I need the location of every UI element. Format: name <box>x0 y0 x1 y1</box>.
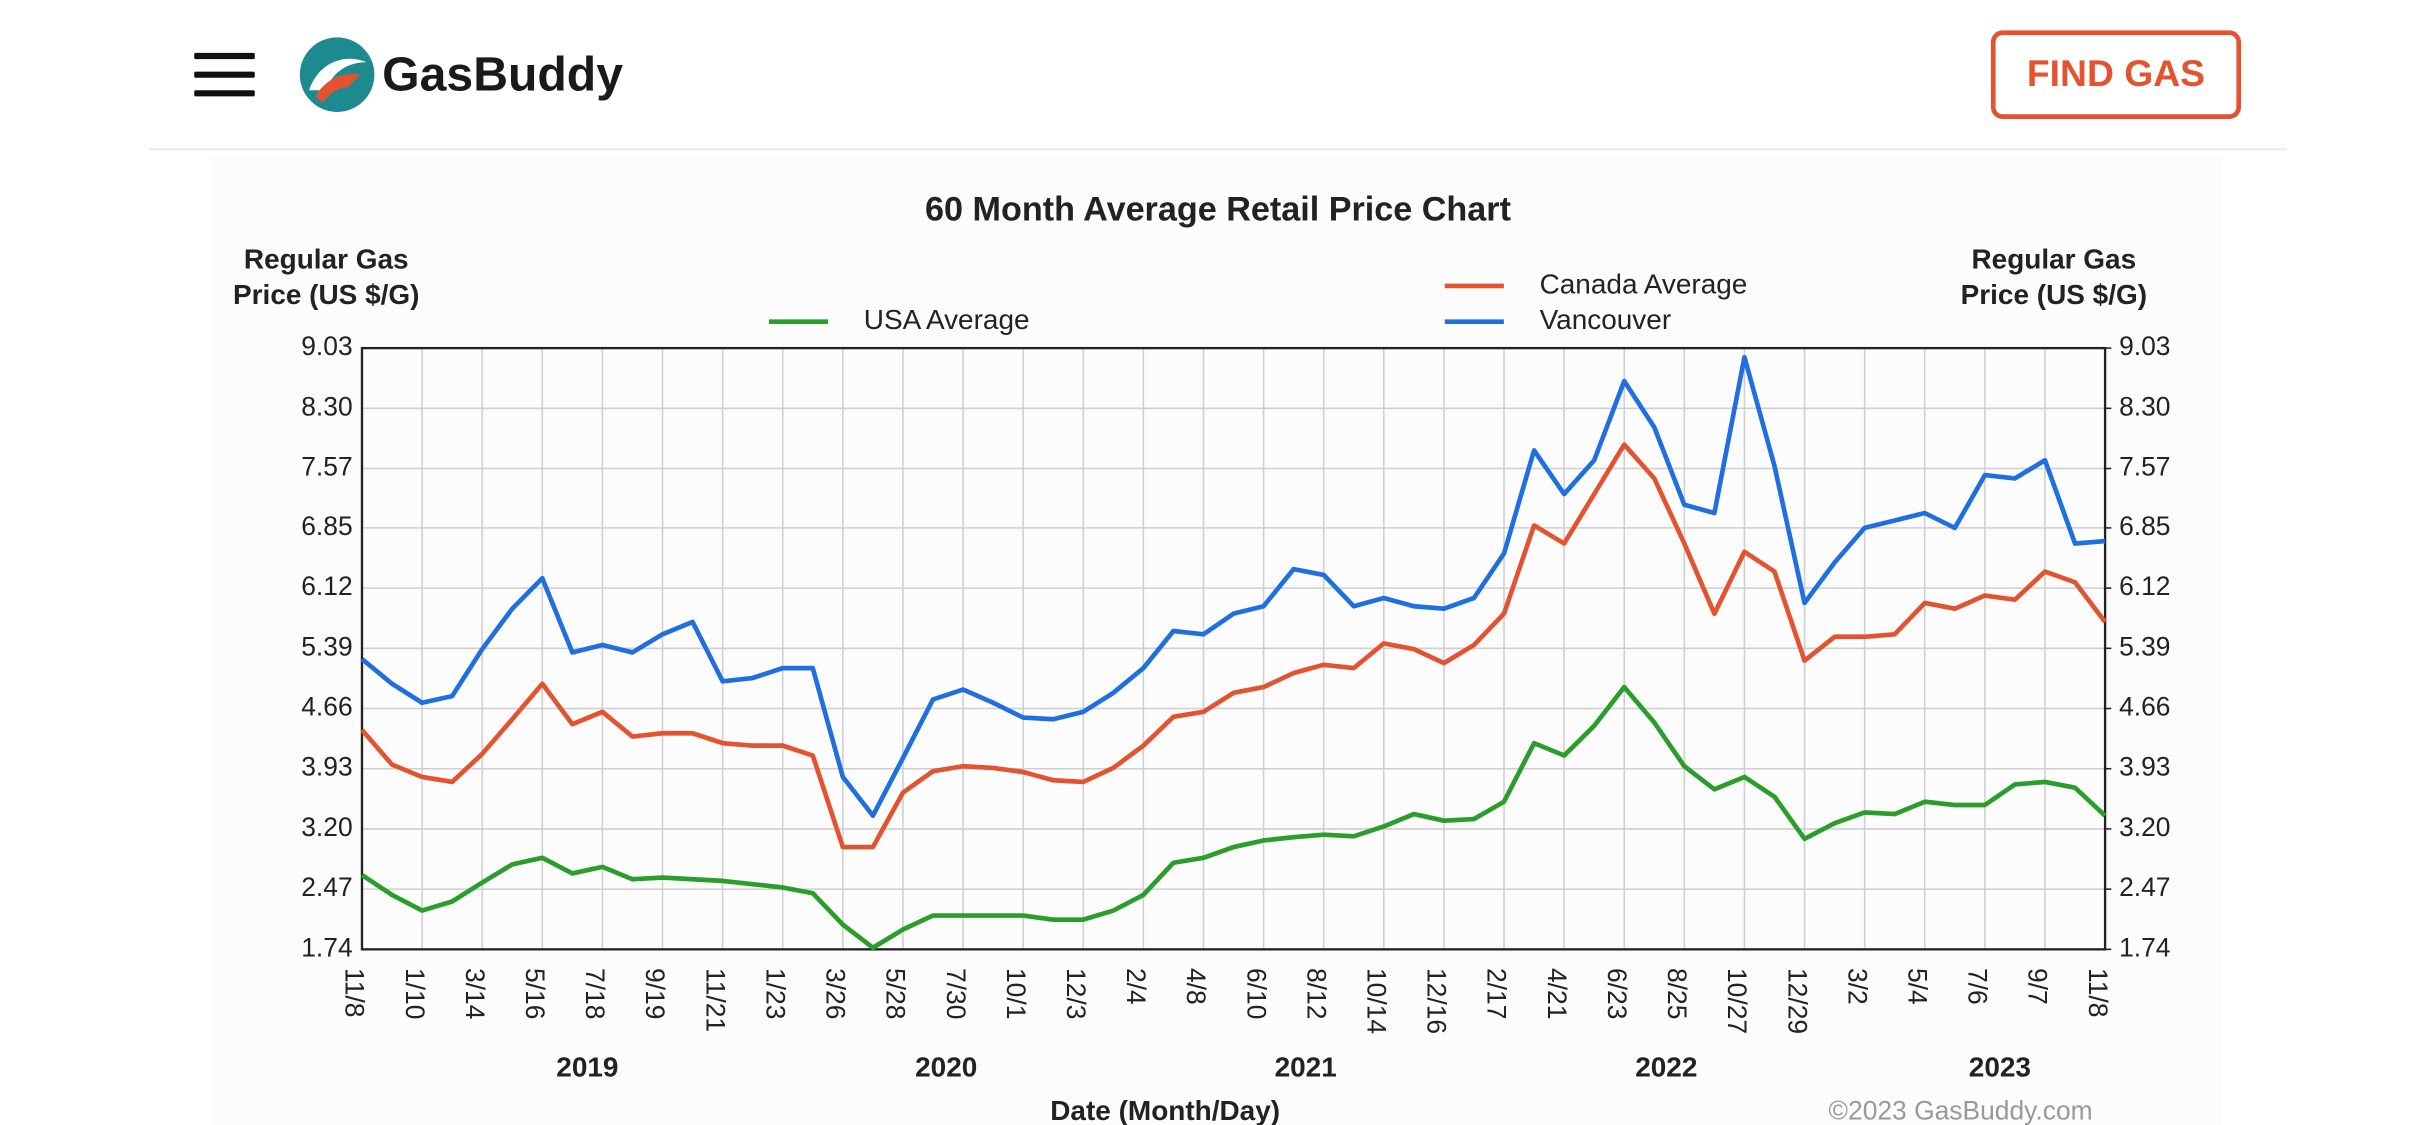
x-tick-label: 3/14 <box>460 968 490 1019</box>
x-tick-label: 1/23 <box>760 968 790 1019</box>
x-tick-label: 12/29 <box>1782 968 1812 1034</box>
x-tick-label: 6/23 <box>1602 968 1632 1019</box>
x-tick-label: 4/21 <box>1542 968 1572 1019</box>
y2-tick-label: 8.30 <box>2119 391 2170 421</box>
button-label: FIND GAS <box>2027 52 2205 94</box>
chart-panel <box>209 155 2222 1125</box>
menu-bar <box>194 71 255 78</box>
x-tick-label: 10/14 <box>1362 968 1392 1034</box>
x-tick-label: 12/16 <box>1422 968 1452 1034</box>
x-tick-label: 3/26 <box>821 968 851 1019</box>
y2-tick-label: 4.66 <box>2119 691 2170 721</box>
menu-bar <box>194 52 255 60</box>
year-label: 2020 <box>915 1051 977 1082</box>
x-tick-label: 8/25 <box>1662 968 1692 1019</box>
x-tick-label: 2/4 <box>1121 968 1151 1005</box>
x-tick-label: 10/27 <box>1722 968 1752 1034</box>
series-line <box>360 354 2106 819</box>
x-tick-label: 10/1 <box>1001 968 1031 1019</box>
y-tick-label: 3.20 <box>301 812 352 842</box>
y2-axis-label: Price (US $/G) <box>1961 279 2147 310</box>
plot-frame <box>360 346 2107 951</box>
logo[interactable]: GasBuddy <box>299 37 623 112</box>
y2-tick-label: 5.39 <box>2119 631 2170 661</box>
x-tick-label: 4/8 <box>1181 968 1211 1005</box>
y2-tick-label: 3.20 <box>2119 812 2170 842</box>
x-tick-label: 7/6 <box>1963 968 1993 1005</box>
y-tick-label: 2.47 <box>301 872 352 902</box>
find-gas-button[interactable]: FIND GAS <box>1990 30 2242 119</box>
y2-tick-label: 1.74 <box>2119 932 2170 962</box>
x-tick-label: 5/4 <box>1902 968 1932 1005</box>
y2-tick-label: 6.12 <box>2119 571 2170 601</box>
y2-tick-label: 6.85 <box>2119 511 2170 541</box>
credit: ©2023 GasBuddy.com <box>1829 1095 2093 1125</box>
logo-text: GasBuddy <box>382 48 623 102</box>
x-axis-label: Date (Month/Day) <box>1050 1095 1280 1125</box>
x-tick-label: 8/12 <box>1301 968 1331 1019</box>
button-frame <box>1990 30 2242 119</box>
y-tick-label: 3.93 <box>301 752 352 782</box>
legend-label: USA Average <box>864 304 1030 335</box>
y-tick-label: 4.66 <box>301 691 352 721</box>
menu-button[interactable] <box>194 52 255 97</box>
legend-label: Vancouver <box>1540 304 1672 335</box>
x-tick-label: 5/16 <box>520 968 550 1019</box>
logo-icon <box>299 37 375 112</box>
y2-tick-label: 3.93 <box>2119 752 2170 782</box>
y-tick-label: 5.39 <box>301 631 352 661</box>
x-tick-label: 7/18 <box>580 968 610 1019</box>
y2-axis-label: Regular Gas <box>1971 243 2136 274</box>
year-label: 2022 <box>1635 1051 1697 1082</box>
y-axis-label: Regular Gas <box>244 243 409 274</box>
x-tick-label: 1/10 <box>400 968 430 1019</box>
series-line <box>360 442 2107 850</box>
x-tick-label: 11/21 <box>700 968 730 1032</box>
legend-label: Canada Average <box>1540 268 1748 299</box>
x-tick-label: 11/8 <box>340 968 370 1017</box>
y-tick-label: 7.57 <box>301 451 352 481</box>
y-tick-label: 8.30 <box>301 391 352 421</box>
year-label: 2021 <box>1275 1051 1337 1082</box>
y-tick-label: 9.03 <box>301 331 352 361</box>
year-label: 2019 <box>556 1051 618 1082</box>
y2-tick-label: 2.47 <box>2119 872 2170 902</box>
x-tick-label: 9/19 <box>640 968 670 1019</box>
series-line <box>360 684 2107 951</box>
menu-bar <box>194 90 255 97</box>
y-axis-label: Price (US $/G) <box>233 279 419 310</box>
x-tick-label: 11/8 <box>2083 968 2113 1017</box>
x-tick-label: 6/10 <box>1241 968 1271 1019</box>
logo-swoosh <box>315 73 361 103</box>
y2-tick-label: 9.03 <box>2119 331 2170 361</box>
logo-swoosh <box>309 58 367 91</box>
y2-tick-label: 7.57 <box>2119 451 2170 481</box>
x-tick-label: 5/28 <box>881 968 911 1019</box>
x-tick-label: 2/17 <box>1482 968 1512 1019</box>
x-tick-label: 7/30 <box>941 968 971 1019</box>
x-tick-label: 9/7 <box>2023 968 2053 1005</box>
year-label: 2023 <box>1969 1051 2031 1082</box>
x-tick-label: 12/3 <box>1061 968 1091 1019</box>
y-tick-label: 1.74 <box>301 932 352 962</box>
chart-title: 60 Month Average Retail Price Chart <box>925 190 1511 228</box>
x-tick-label: 3/2 <box>1842 968 1872 1005</box>
y-tick-label: 6.12 <box>301 571 352 601</box>
y-tick-label: 6.85 <box>301 511 352 541</box>
